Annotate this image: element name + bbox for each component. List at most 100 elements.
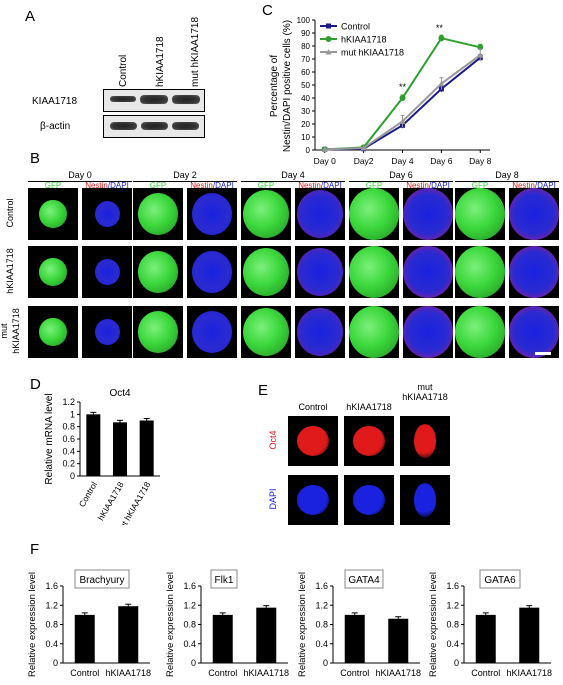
nuclei-colony <box>403 188 453 240</box>
nestin-dapi-image <box>295 306 345 358</box>
blot-row-label: β-actin <box>40 121 71 132</box>
chart-f-gata4: 0 0.4 0.8 1.2 1.6 Control hKIAA1718 Relative ex… <box>297 569 421 678</box>
x-category-label: Control <box>340 668 369 678</box>
y-tick-label: 0.4 <box>446 639 459 649</box>
x-tick-label: Day 8 <box>469 156 491 166</box>
colony <box>297 426 329 456</box>
nestin-dapi-image <box>509 246 559 298</box>
title-box <box>210 569 238 589</box>
y-axis-label: Nestin/DAPI positive cells (%) <box>282 20 293 152</box>
gfp-channel-label: GFP <box>365 181 383 190</box>
chart-title: Brachyury <box>79 575 124 586</box>
legend-marker <box>326 23 331 29</box>
bar <box>113 422 127 476</box>
y-tick-label: 70 <box>301 55 310 64</box>
bar <box>344 614 365 663</box>
y-tick-label: 0.4 <box>62 446 75 456</box>
data-point <box>399 95 406 101</box>
nestin-dapi-channel-label: Nestin/DAPI <box>509 181 559 190</box>
y-tick-label: 20 <box>301 120 310 129</box>
gfp-image <box>28 188 78 240</box>
day-header-rule <box>349 181 453 182</box>
y-tick-label: 1.6 <box>446 581 459 591</box>
gfp-image <box>241 188 291 240</box>
x-category-label: Control <box>77 480 99 509</box>
nestin-dapi-image <box>295 246 345 298</box>
bar <box>475 614 496 663</box>
y-axis-label: Relative expression level <box>27 572 38 677</box>
row-label: hKIAA1718 <box>11 308 21 354</box>
dapi-label: /DAPI <box>107 181 129 190</box>
y-tick-label: 0.8 <box>45 620 58 630</box>
y-axis-label: Relative mRNA level <box>44 393 55 484</box>
row-label: hKIAA1718 <box>5 248 15 294</box>
nestin-dapi-channel-label: Nestin/DAPI <box>295 181 345 190</box>
gfp-channel-label: GFP <box>471 181 489 190</box>
oct4-image <box>344 416 394 466</box>
nestin-dapi-image <box>82 246 132 298</box>
gfp-image <box>133 188 183 240</box>
chart-f-gata6: 0 0.4 0.8 1.2 1.6 Control hKIAA1718 Relative ex… <box>428 569 552 678</box>
day-label: Day 8 <box>495 170 519 180</box>
title-box <box>344 569 384 589</box>
panel-c-letter: C <box>262 2 273 19</box>
row-label: mut <box>0 323 9 339</box>
oct4-image <box>288 416 338 466</box>
bar <box>139 420 154 476</box>
colony <box>353 426 385 456</box>
x-tick-label: Day 4 <box>391 156 413 166</box>
y-tick-label: 100 <box>297 16 311 25</box>
nuclei-colony <box>94 319 120 345</box>
gfp-image <box>133 306 183 358</box>
x-category-label: hKIAA1718 <box>96 480 126 522</box>
y-tick-label: 0 <box>70 471 75 481</box>
dapi-image <box>344 475 394 525</box>
gfp-channel-label: GFP <box>149 181 167 190</box>
nuclei-colony <box>403 306 453 358</box>
y-axis-label: Relative expression level <box>428 572 439 677</box>
x-category-label: Control <box>70 668 99 678</box>
lane-label: hKIAA1718 <box>155 36 166 87</box>
colony <box>353 485 385 515</box>
bar <box>256 607 277 663</box>
chart-title: GATA6 <box>484 575 516 586</box>
blot-row-label: KIAA1718 <box>32 96 78 107</box>
nestin-dapi-image <box>403 246 453 298</box>
blot-image-kiaa1718 <box>103 89 205 112</box>
dapi-label: /DAPI <box>320 181 342 190</box>
nestin-dapi-image <box>403 188 453 240</box>
oct4-image <box>400 416 450 466</box>
panel-f-letter: F <box>30 541 40 558</box>
row-label-oct4: Oct4 <box>268 430 278 450</box>
y-tick-label: 1.2 <box>446 600 459 610</box>
oct4-dapi-images: Control hKIAA1718 mut hKIAA1718 Oct4 DAPI <box>268 380 510 530</box>
gfp-channel-label: GFP <box>44 181 62 190</box>
gfp-colony <box>243 248 289 296</box>
colony <box>414 483 436 517</box>
y-tick-label: 0.8 <box>315 620 328 630</box>
nestin-dapi-image <box>82 188 132 240</box>
gfp-colony <box>39 257 67 287</box>
dapi-label: /DAPI <box>212 181 234 190</box>
gfp-colony <box>243 308 289 356</box>
x-category-label: hKIAA1718 <box>375 668 421 678</box>
nestin-dapi-image <box>187 188 237 240</box>
title-box <box>74 569 130 589</box>
nestin-dapi-image <box>82 306 132 358</box>
significance-mark: ** <box>436 23 444 33</box>
column-label: hKIAA1718 <box>346 402 392 412</box>
nuclei-colony <box>509 306 559 358</box>
day-header-rule <box>133 181 237 182</box>
bar <box>86 414 101 476</box>
significance-mark: ** <box>399 82 407 92</box>
y-tick-label: 80 <box>301 42 310 51</box>
bar <box>388 618 409 663</box>
title-box <box>479 569 521 589</box>
nestin-dapi-channel-label: Nestin/DAPI <box>187 181 237 190</box>
column-label: Control <box>298 402 328 412</box>
dapi-label: /DAPI <box>428 181 450 190</box>
y-tick-label: 0.2 <box>62 459 75 469</box>
chart-title: GATA4 <box>348 575 380 586</box>
x-tick-label: Day 0 <box>314 156 336 166</box>
nestin-dapi-image <box>187 306 237 358</box>
